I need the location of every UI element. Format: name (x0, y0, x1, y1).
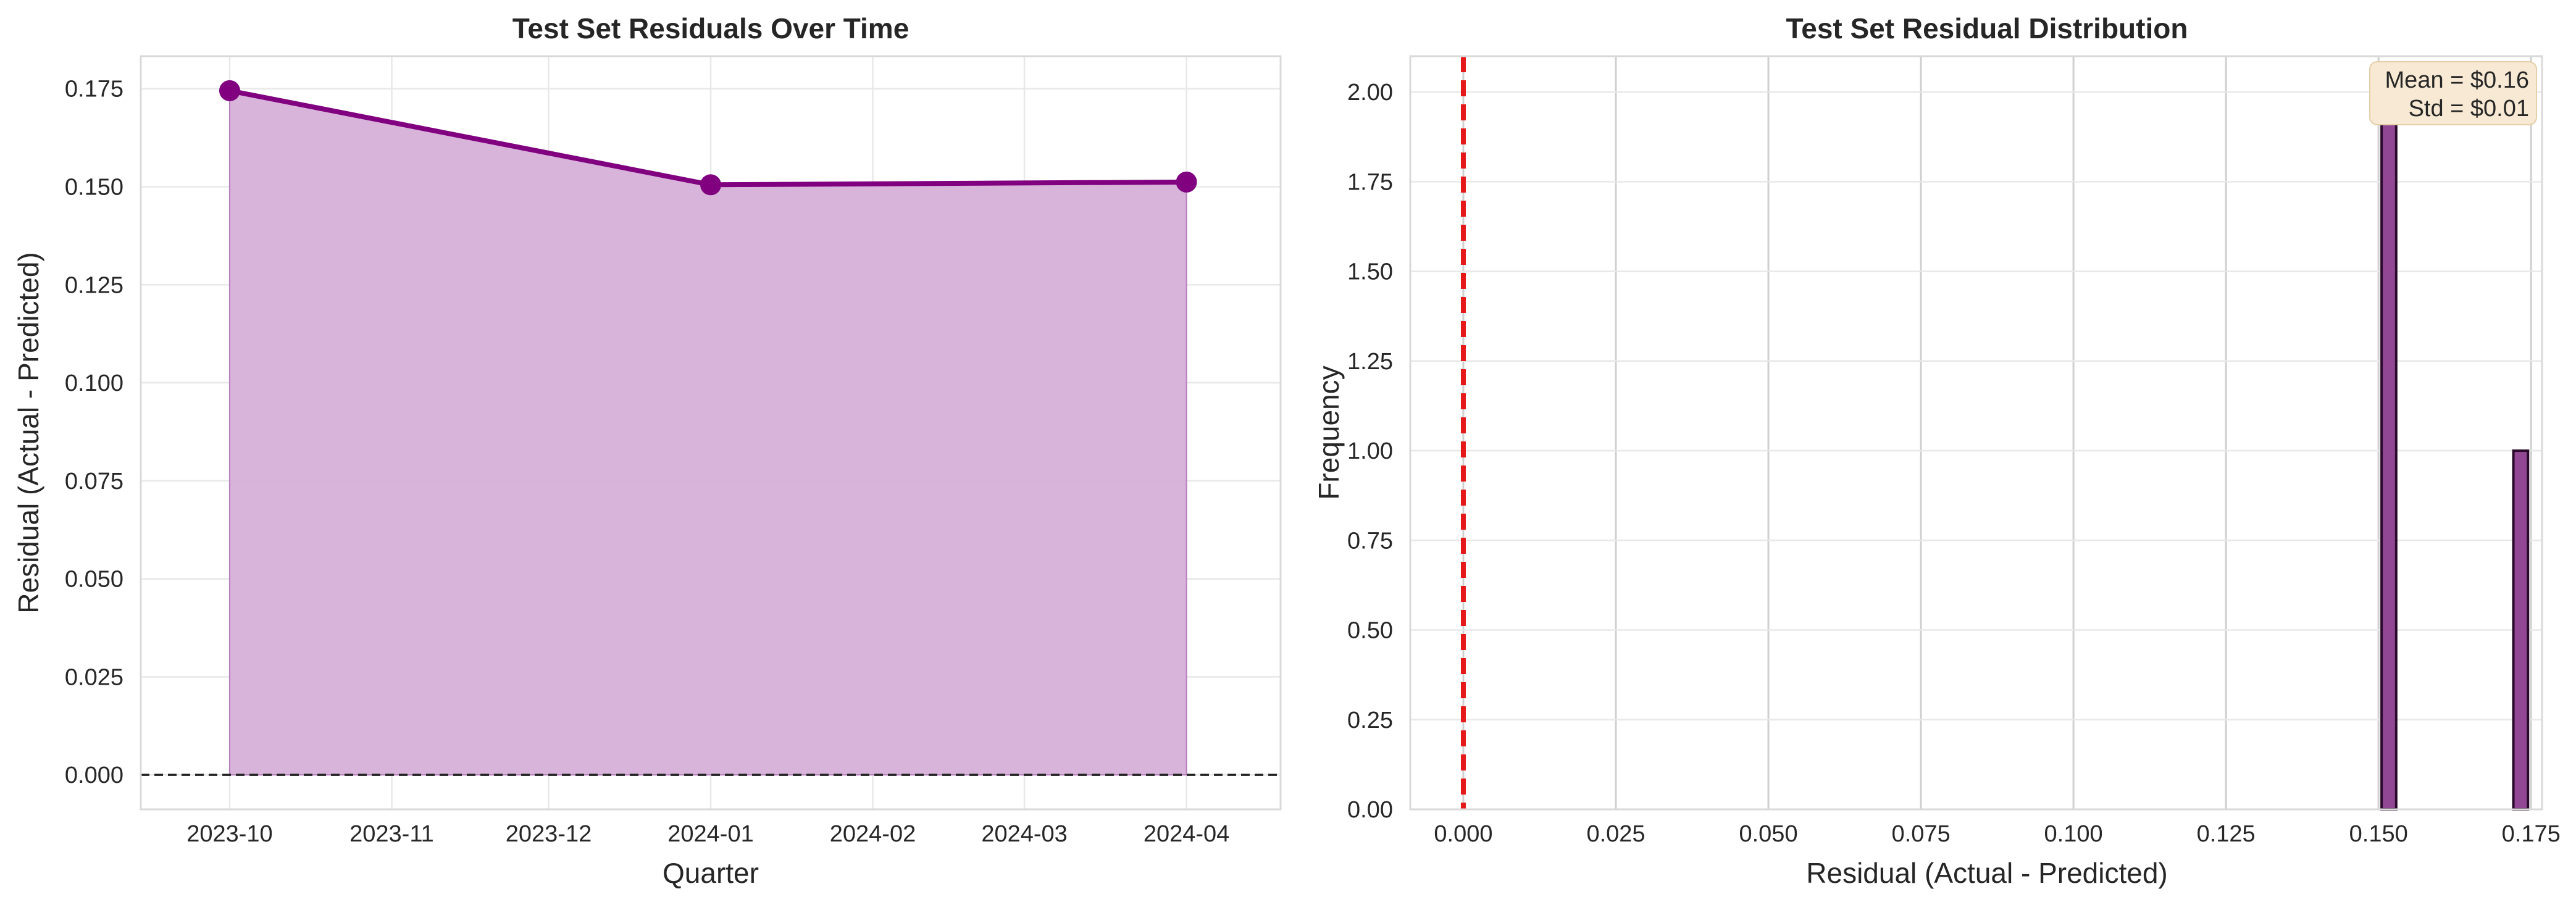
y-tick-label: 0.125 (65, 272, 123, 298)
x-axis-label: Quarter (663, 857, 759, 889)
stats-annotation-box (2369, 61, 2537, 125)
y-tick-label: 0.175 (65, 77, 123, 102)
y-tick-label: 1.50 (1347, 259, 1393, 285)
y-axis-ticks: 0.00 0.25 0.50 0.75 1.00 1.25 1.50 1.75 2.00 (1347, 80, 1393, 823)
y-tick-label: 0.25 (1347, 708, 1393, 733)
x-tick-label: 0.100 (2044, 821, 2103, 847)
x-tick-label: 2024-03 (981, 821, 1067, 847)
plot-frame (140, 55, 1282, 811)
y-tick-label: 0.025 (65, 664, 123, 690)
x-tick-label: 0.150 (2349, 821, 2408, 847)
x-tick-label: 0.000 (1434, 821, 1492, 847)
x-tick-label: 2023-10 (186, 821, 272, 847)
x-tick-label: 0.075 (1892, 821, 1951, 847)
residuals-over-time-chart: Test Set Residuals Over Time 2023-10 2023… (12, 12, 1282, 889)
x-axis-ticks: 2023-10 2023-11 2023-12 2024-01 2024-02 2024-… (186, 821, 1229, 847)
y-tick-label: 0.00 (1347, 797, 1393, 823)
x-tick-label: 2023-12 (506, 821, 592, 847)
histogram-bar (2380, 91, 2398, 811)
y-tick-label: 0.150 (65, 174, 123, 200)
x-tick-label: 2023-11 (349, 821, 434, 847)
x-tick-label: 2024-04 (1144, 821, 1229, 847)
y-tick-label: 0.100 (65, 370, 123, 396)
y-tick-label: 1.75 (1347, 169, 1393, 195)
plot-frame (1409, 55, 2543, 811)
y-tick-label: 0.050 (65, 567, 123, 593)
y-tick-label: 0.075 (65, 469, 123, 495)
x-tick-label: 0.025 (1586, 821, 1645, 847)
plot-area (141, 80, 1281, 776)
y-axis-label: Frequency (1313, 365, 1345, 499)
histogram-bar (2512, 449, 2530, 811)
residual-distribution-chart: Test Set Residual Distribution 0.000 0.02… (1313, 12, 2561, 889)
y-tick-label: 2.00 (1347, 80, 1393, 106)
chart-title: Test Set Residuals Over Time (512, 12, 910, 44)
x-axis-label: Residual (Actual - Predicted) (1806, 857, 2167, 889)
std-annotation: Std = $0.01 (2409, 96, 2529, 122)
y-tick-label: 0.75 (1347, 528, 1393, 554)
chart-title: Test Set Residual Distribution (1786, 12, 2188, 44)
y-tick-label: 1.25 (1347, 349, 1393, 375)
stats-annotation: Mean = $0.16 Std = $0.01 (2369, 61, 2537, 125)
x-tick-label: 0.125 (2197, 821, 2256, 847)
data-point (1176, 171, 1197, 193)
mean-annotation: Mean = $0.16 (2385, 67, 2529, 93)
y-axis-label: Residual (Actual - Predicted) (12, 252, 44, 613)
y-tick-label: 0.50 (1347, 618, 1393, 644)
data-point (700, 174, 721, 196)
x-axis-ticks: 0.000 0.025 0.050 0.075 0.100 0.125 0.150 0.175 (1434, 821, 2560, 847)
x-tick-label: 2024-02 (830, 821, 916, 847)
y-tick-label: 1.00 (1347, 438, 1393, 464)
y-axis-ticks: 0.000 0.025 0.050 0.075 0.100 0.125 0.150 0.175 (65, 77, 123, 788)
x-tick-label: 0.175 (2502, 821, 2561, 847)
x-tick-label: 0.050 (1739, 821, 1797, 847)
data-point (219, 80, 240, 101)
y-tick-label: 0.000 (65, 762, 123, 788)
x-tick-label: 2024-01 (667, 821, 753, 847)
